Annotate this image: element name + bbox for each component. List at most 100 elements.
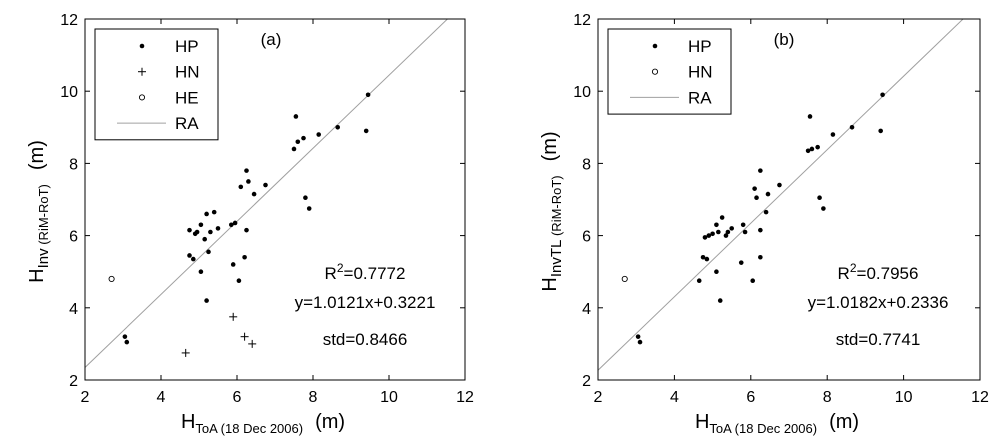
data-point-hp <box>714 222 719 228</box>
data-point-hp <box>702 235 708 240</box>
data-point-hp <box>301 135 306 141</box>
y-axis-title: HInvTL (RiM-RoT)(m) <box>539 131 565 291</box>
y-tick-label: 2 <box>69 373 78 390</box>
data-point-hp <box>738 260 744 265</box>
y-tick-label: 8 <box>582 156 591 173</box>
panel-label: (b) <box>774 30 795 49</box>
y-tick-label: 12 <box>60 12 78 29</box>
legend-box <box>94 28 219 141</box>
x-tick-label: 8 <box>309 389 318 406</box>
legend-box <box>607 28 732 115</box>
data-point-hp <box>742 229 748 235</box>
data-point-hp <box>805 148 811 154</box>
scatter-panel-a: 2 4 6 8 10 12 2 4 6 8 10 12 (a) HP HN HE RA R2=0.7772 y=1.… <box>26 12 474 436</box>
data-point-hn <box>229 312 238 321</box>
data-point-hp <box>204 211 209 217</box>
data-point-hp <box>306 206 312 211</box>
x-tick-label: 6 <box>746 389 755 406</box>
x-tick-label: 2 <box>594 389 603 406</box>
data-point-hp <box>198 222 204 228</box>
data-point-hp <box>187 253 192 258</box>
data-point-hp <box>293 114 299 119</box>
data-point-hp <box>740 222 746 228</box>
series-he <box>108 275 115 282</box>
data-point-hp <box>206 249 211 255</box>
series-hp <box>122 92 371 345</box>
y-tick-label: 6 <box>582 229 591 246</box>
x-tick-label: 6 <box>233 389 242 406</box>
data-point-hp <box>244 168 249 173</box>
data-point-hp <box>817 195 822 200</box>
data-point-hp <box>251 191 257 197</box>
legend-label: HP <box>175 37 199 56</box>
data-point-hp <box>725 229 731 235</box>
regression-line <box>85 19 449 368</box>
data-point-hp <box>335 125 341 130</box>
legend-label: RA <box>688 88 712 107</box>
data-point-hp <box>821 206 826 211</box>
y-tick-label: 4 <box>69 301 78 318</box>
legend-marker <box>652 43 658 49</box>
data-point-hp <box>635 334 641 339</box>
data-point-hp <box>752 186 757 191</box>
data-point-hp <box>700 254 706 260</box>
legend-label: HE <box>175 88 199 107</box>
regression-equation: y=1.0121x+0.3221 <box>295 293 436 312</box>
series-hp <box>635 92 885 345</box>
data-point-hp <box>204 298 209 303</box>
data-point-hp <box>229 222 234 228</box>
data-point-hp <box>215 226 221 231</box>
panel-label: (a) <box>261 30 282 49</box>
legend-marker <box>139 43 145 49</box>
y-tick-label: 4 <box>582 301 591 318</box>
legend-item-ra: RA <box>630 88 712 107</box>
x-tick-label: 4 <box>670 389 679 406</box>
legend-item-hn: HN <box>138 63 200 82</box>
data-point-hp <box>246 179 251 184</box>
data-point-hp <box>807 114 813 119</box>
x-tick-label: 10 <box>895 389 913 406</box>
data-point-hp <box>236 278 242 284</box>
x-tick-label: 4 <box>157 389 166 406</box>
data-point-hp <box>263 182 268 188</box>
r-squared-annotation: R2=0.7956 <box>838 261 919 283</box>
regression-equation: y=1.0182x+0.2336 <box>808 293 949 312</box>
x-axis-title: HToA (18 Dec 2006) (m) <box>181 411 345 436</box>
data-point-hp <box>211 209 217 215</box>
legend-label: HN <box>175 63 200 82</box>
legend-label: RA <box>175 114 199 133</box>
data-point-hp <box>723 233 729 238</box>
legend-label: HP <box>688 37 712 56</box>
x-tick-label: 2 <box>81 389 90 406</box>
axes-frame <box>84 18 466 381</box>
data-point-hp <box>198 269 204 275</box>
data-point-hp <box>765 191 771 197</box>
data-point-hp <box>763 209 769 215</box>
data-point-hp <box>244 227 249 233</box>
data-point-hp <box>758 254 763 260</box>
series-hn <box>181 312 257 357</box>
data-point-hp <box>232 220 238 226</box>
data-point-hp <box>758 227 763 233</box>
data-point-hp <box>717 298 723 303</box>
data-point-hp <box>295 139 301 145</box>
axes-frame <box>597 18 981 381</box>
x-tick-label: 8 <box>823 389 832 406</box>
x-tick-label: 12 <box>971 389 989 406</box>
data-point-hp <box>238 184 244 190</box>
y-tick-label: 2 <box>582 373 591 390</box>
y-tick-label: 6 <box>69 229 78 246</box>
data-point-hp <box>815 144 820 150</box>
data-point-hp <box>849 125 855 130</box>
data-point-hp <box>729 226 734 231</box>
data-point-hp <box>714 269 719 275</box>
data-point-hp <box>710 231 715 237</box>
data-point-hp <box>716 229 721 235</box>
data-point-hp <box>878 128 883 134</box>
legend: HP HN RA <box>607 28 732 115</box>
data-point-hp <box>706 233 712 238</box>
y-tick-label: 10 <box>573 84 591 101</box>
data-point-hn <box>181 348 190 357</box>
std-annotation: std=0.8466 <box>323 330 408 349</box>
data-point-hp <box>208 229 213 235</box>
